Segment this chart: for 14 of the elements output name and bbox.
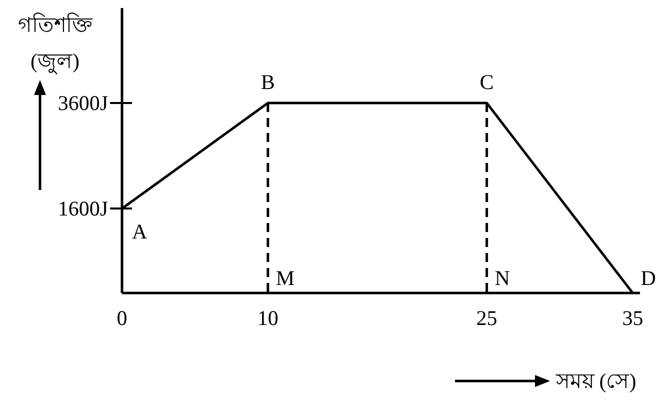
xtick: 25 [476,306,498,330]
xtick: 0 [116,306,128,330]
annotation: C [480,70,494,94]
ylabel: গতিশক্তি (জুল) [18,13,92,73]
xtick: 10 [257,306,278,330]
xtick: 35 [622,306,644,330]
annotation: N [494,266,510,290]
annotation: A [132,220,148,244]
xlabel: সময় (সে) [556,369,636,393]
annotation: D [640,266,656,290]
annotation: B [260,70,275,94]
ytick: 1600J [58,196,108,221]
ytick: 3600J [58,91,108,115]
annotation: M [276,266,295,290]
